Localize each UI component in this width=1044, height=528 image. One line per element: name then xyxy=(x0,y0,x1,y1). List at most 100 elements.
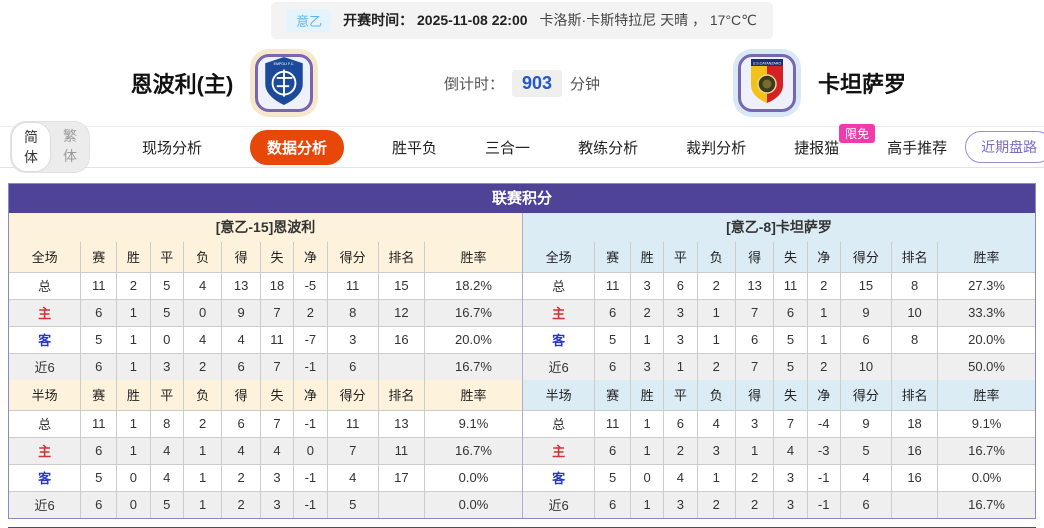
table-header-row: 半场赛胜平负得失净得分 排名 胜率 xyxy=(522,379,1036,411)
table-cell: 2 xyxy=(221,490,261,519)
table-cell: 4 xyxy=(326,463,379,492)
row-label: 主 xyxy=(8,436,82,465)
table-cell: 8 xyxy=(891,325,939,354)
table-cell: 6 xyxy=(663,271,698,300)
away-team-logo[interactable]: U.S.CATANZARO xyxy=(738,54,796,112)
table-cell: 6 xyxy=(221,409,261,438)
table-cell: 16.7% xyxy=(423,436,523,465)
table-row: 总 11 1 6 4 3 7 -4 9 18 9.1% xyxy=(522,409,1036,438)
row-label: 主 xyxy=(522,298,596,327)
row-label: 总 xyxy=(8,409,82,438)
column-header: 得分 xyxy=(839,241,893,273)
table-cell: 6 xyxy=(734,325,775,354)
column-header: 负 xyxy=(182,241,223,273)
recent-odds-button[interactable]: 近期盘路 xyxy=(965,131,1044,163)
row-label: 近6 xyxy=(522,490,596,519)
table-cell: 4 xyxy=(221,325,261,354)
table-cell: 0 xyxy=(182,298,223,327)
table-cell: 5 xyxy=(773,325,808,354)
table-cell: 20.0% xyxy=(937,325,1036,354)
table-cell: 3 xyxy=(259,463,295,492)
table-cell: 8 xyxy=(149,409,184,438)
away-halftime-table: 半场赛胜平负得失净得分 排名 胜率总 11 1 6 4 3 7 -4 9 18 9.1% 主 6 1 2 3 1 4-… xyxy=(522,379,1036,519)
table-cell: 11 xyxy=(773,271,808,300)
tab-expert-picks[interactable]: 高手推荐 xyxy=(887,139,948,157)
column-header: 平 xyxy=(149,379,184,411)
svg-text:EMPOLI F.C.: EMPOLI F.C. xyxy=(274,61,295,65)
tab-data-analysis[interactable]: 数据分析 xyxy=(250,129,345,165)
tab-live-analysis[interactable]: 现场分析 xyxy=(142,139,203,157)
table-cell: 3 xyxy=(629,352,665,381)
table-cell: 4 xyxy=(696,409,736,438)
away-fulltime-table: 全场赛胜平负得失净得分 排名 胜率总 11 3 6 2 13 11 2 15 8 27.3% 主 6 2 3 1 7… xyxy=(522,241,1036,381)
table-cell: 1 xyxy=(116,436,151,465)
home-team-logo[interactable]: EMPOLI F.C. xyxy=(255,54,314,112)
home-stats-section: [意乙-15]恩波利 全场赛胜平负得失净得分 排名 胜率总 11 2 5 4 13 18 -5 11… xyxy=(8,213,523,519)
tab-referee-analysis[interactable]: 裁判分析 xyxy=(686,139,747,157)
row-label: 总 xyxy=(522,271,596,300)
table-cell: 6 xyxy=(594,436,631,465)
table-cell: 2 xyxy=(663,436,698,465)
table-cell: 1 xyxy=(663,352,698,381)
lang-traditional[interactable]: 繁体 xyxy=(63,128,77,164)
column-header: 排名 xyxy=(891,241,939,273)
table-cell: 2 xyxy=(116,271,151,300)
table-cell: -1 xyxy=(293,463,328,492)
table-cell: 4 xyxy=(773,436,808,465)
table-row: 近6 6 1 3 2 2 3 -1 6 16.7% xyxy=(522,490,1036,519)
column-header: 全场 xyxy=(522,241,596,273)
tab-three-in-one[interactable]: 三合一 xyxy=(485,139,531,157)
table-cell: 2 xyxy=(734,490,775,519)
table-cell: 4 xyxy=(663,463,698,492)
table-row: 主 6 1 4 1 4 4 0 7 11 16.7% xyxy=(8,436,523,465)
table-cell: 5 xyxy=(594,325,631,354)
table-cell: 7 xyxy=(259,298,295,327)
topbar: 意乙 开赛时间： 2025-11-08 22:00 卡洛斯·卡斯特拉尼 天晴 ，… xyxy=(0,0,1044,40)
table-cell: 27.3% xyxy=(937,271,1036,300)
column-header: 净 xyxy=(293,241,328,273)
table-cell: 3 xyxy=(259,490,295,519)
table-cell: 7 xyxy=(326,436,379,465)
tab-jiebao-cat[interactable]: 捷报猫 限免 xyxy=(794,123,876,158)
nav-tabs: 现场分析 数据分析 胜平负 三合一 教练分析 裁判分析 捷报猫 限免 高手推荐 xyxy=(142,123,948,165)
table-cell: 11 xyxy=(259,325,295,354)
table-cell: 11 xyxy=(594,409,631,438)
table-cell: 15 xyxy=(839,271,893,300)
table-cell: 2 xyxy=(221,463,261,492)
home-halftime-table: 半场赛胜平负得失净得分 排名 胜率总 11 1 8 2 6 7 -1 11 13 9.1% 主 6 1 4 1 4 4… xyxy=(8,379,523,519)
column-header: 净 xyxy=(806,379,841,411)
table-cell: 3 xyxy=(326,325,379,354)
table-cell: 3 xyxy=(773,490,808,519)
table-cell: 11 xyxy=(80,409,118,438)
table-cell: 0 xyxy=(149,325,184,354)
lang-simplified[interactable]: 简体 xyxy=(11,122,51,172)
table-cell: 6 xyxy=(80,490,118,519)
table-cell: -5 xyxy=(293,271,328,300)
table-row: 近6 6 0 5 1 2 3 -1 5 0.0% xyxy=(8,490,523,519)
table-cell: 16 xyxy=(377,325,425,354)
table-cell: 2 xyxy=(182,409,223,438)
away-team-name: 卡坦萨罗 xyxy=(818,72,907,97)
away-team: U.S.CATANZARO 卡坦萨罗 xyxy=(738,54,906,112)
countdown-label: 倒计时： xyxy=(443,75,504,93)
table-cell: 1 xyxy=(696,325,736,354)
column-header: 失 xyxy=(773,379,808,411)
column-header: 胜 xyxy=(116,241,151,273)
table-cell: -1 xyxy=(806,490,841,519)
table-cell: 4 xyxy=(149,463,184,492)
table-cell: 1 xyxy=(696,298,736,327)
column-header: 得 xyxy=(221,241,261,273)
column-header: 负 xyxy=(182,379,223,411)
away-section-title: [意乙-8]卡坦萨罗 xyxy=(523,213,1035,242)
column-header: 排名 xyxy=(377,379,425,411)
table-cell: 6 xyxy=(221,352,261,381)
table-header-row: 半场赛胜平负得失净得分 排名 胜率 xyxy=(8,379,523,411)
table-cell: 1 xyxy=(629,490,665,519)
table-cell: 6 xyxy=(326,352,379,381)
tab-win-draw-loss[interactable]: 胜平负 xyxy=(392,139,438,157)
league-badge[interactable]: 意乙 xyxy=(287,8,332,32)
table-cell: 6 xyxy=(663,409,698,438)
table-cell: 50.0% xyxy=(937,352,1036,381)
table-cell: 0.0% xyxy=(937,463,1036,492)
tab-coach-analysis[interactable]: 教练分析 xyxy=(578,139,639,157)
